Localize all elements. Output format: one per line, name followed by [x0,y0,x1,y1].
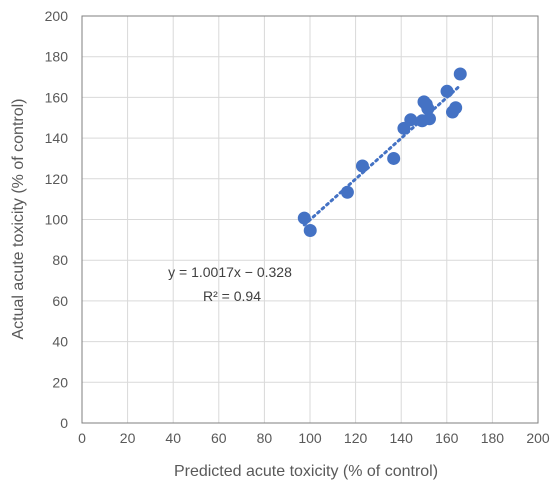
data-point [303,223,317,237]
data-point [297,211,311,225]
y-tick-label: 80 [52,252,68,268]
data-point [404,113,418,127]
y-tick-label: 0 [60,415,68,431]
data-point [440,84,454,98]
data-point [340,185,354,199]
x-tick-label: 140 [390,430,414,446]
y-axis-ticks: 0 20 40 60 80 100 120 140 160 180 200 [45,8,69,431]
x-tick-label: 180 [481,430,505,446]
data-point [355,159,369,173]
x-tick-label: 80 [257,430,273,446]
y-tick-label: 60 [52,293,68,309]
data-point [422,112,436,126]
x-tick-label: 20 [120,430,136,446]
y-tick-label: 40 [52,334,68,350]
r-squared-label: R² = 0.94 [203,288,261,304]
y-tick-label: 140 [45,130,69,146]
plot-frame [81,15,539,424]
trendline-equation: y = 1.0017x − 0.328 [168,264,292,280]
x-axis-title: Predicted acute toxicity (% of control) [174,463,438,480]
x-tick-label: 200 [526,430,550,446]
x-tick-label: 0 [78,430,86,446]
y-tick-label: 160 [45,89,69,105]
x-tick-label: 120 [344,430,368,446]
x-axis-ticks: 0 20 40 60 80 100 120 140 160 180 200 [78,430,550,446]
trendline [302,83,462,227]
y-tick-label: 180 [45,49,69,65]
y-axis-title: Actual acute toxicity (% of control) [10,99,27,340]
x-tick-label: 60 [211,430,227,446]
data-point [449,101,463,115]
x-tick-label: 160 [435,430,459,446]
data-point [453,67,467,81]
y-tick-label: 20 [52,374,68,390]
y-tick-label: 100 [45,212,69,228]
data-point [387,151,401,165]
x-tick-label: 40 [165,430,181,446]
data-point [421,102,435,116]
x-tick-label: 100 [298,430,322,446]
y-tick-label: 120 [45,171,69,187]
y-tick-label: 200 [45,8,69,24]
data-points [297,67,467,237]
